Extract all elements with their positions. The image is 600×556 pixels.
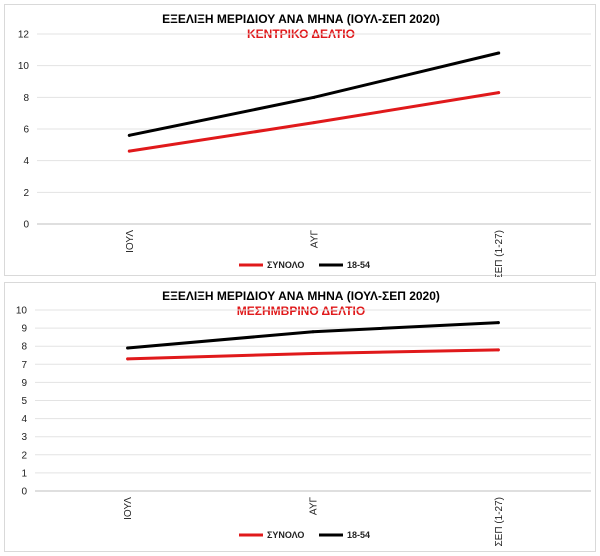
y-tick-label: 5 xyxy=(21,396,27,407)
data-point xyxy=(127,149,131,153)
y-tick-label: 3 xyxy=(21,432,27,443)
data-point xyxy=(496,321,500,325)
y-tick-label: 1 xyxy=(21,468,27,479)
data-point xyxy=(312,121,316,125)
data-point xyxy=(496,348,500,352)
x-tick-label: ΣΕΠ (1-27) xyxy=(494,230,505,277)
data-point xyxy=(312,95,316,99)
y-tick-label: 10 xyxy=(16,306,28,317)
y-tick-label: 4 xyxy=(21,414,27,425)
y-tick-label: 9 xyxy=(21,324,27,335)
y-tick-label: 0 xyxy=(23,220,29,231)
data-point xyxy=(311,351,315,355)
y-tick-label: 8 xyxy=(23,93,29,104)
data-point xyxy=(127,133,131,137)
y-tick-label: 4 xyxy=(23,156,29,167)
legend-label: 18-54 xyxy=(347,530,370,540)
chart-panel-mesimvrino: ΕΞΕΛΙΞΗ ΜΕΡΙΔΙΟΥ ΑΝΑ ΜΗΝΑ (ΙΟΥΛ-ΣΕΠ 2020… xyxy=(4,282,596,552)
data-point xyxy=(497,91,501,95)
data-point xyxy=(126,346,130,350)
x-tick-label: ΣΕΠ (1-27) xyxy=(494,497,505,547)
chart-subtitle: ΜΕΣΗΜΒΡΙΝΟ ΔΕΛΤΙΟ xyxy=(237,304,365,318)
y-tick-label: 8 xyxy=(21,342,27,353)
legend-label: ΣΥΝΟΛΟ xyxy=(267,530,304,540)
y-tick-label: 12 xyxy=(18,30,30,41)
chart-mesimvrino: ΕΞΕΛΙΞΗ ΜΕΡΙΔΙΟΥ ΑΝΑ ΜΗΝΑ (ΙΟΥΛ-ΣΕΠ 2020… xyxy=(16,289,591,547)
y-tick-label: 9 xyxy=(21,378,27,389)
legend-label: 18-54 xyxy=(347,260,370,270)
x-tick-label: ΑΥΓ xyxy=(310,230,321,249)
y-tick-label: 6 xyxy=(23,125,29,136)
x-tick-label: ΙΟΥΛ xyxy=(123,497,134,520)
data-point xyxy=(126,357,130,361)
series-line-18-54 xyxy=(126,321,500,350)
y-tick-label: 10 xyxy=(18,61,30,72)
legend-label: ΣΥΝΟΛΟ xyxy=(267,260,304,270)
x-tick-label: ΑΥΓ xyxy=(309,497,320,516)
chart-title: ΕΞΕΛΙΞΗ ΜΕΡΙΔΙΟΥ ΑΝΑ ΜΗΝΑ (ΙΟΥΛ-ΣΕΠ 2020… xyxy=(162,12,440,26)
y-tick-label: 2 xyxy=(23,188,29,199)
y-tick-label: 2 xyxy=(21,450,27,461)
data-point xyxy=(497,51,501,55)
chart-panel-kentriko: ΕΞΕΛΙΞΗ ΜΕΡΙΔΙΟΥ ΑΝΑ ΜΗΝΑ (ΙΟΥΛ-ΣΕΠ 2020… xyxy=(4,4,596,277)
x-tick-label: ΙΟΥΛ xyxy=(125,230,136,253)
chart-kentriko: ΕΞΕΛΙΞΗ ΜΕΡΙΔΙΟΥ ΑΝΑ ΜΗΝΑ (ΙΟΥΛ-ΣΕΠ 2020… xyxy=(18,12,591,277)
data-point xyxy=(311,330,315,334)
chart-title: ΕΞΕΛΙΞΗ ΜΕΡΙΔΙΟΥ ΑΝΑ ΜΗΝΑ (ΙΟΥΛ-ΣΕΠ 2020… xyxy=(162,289,440,303)
y-tick-label: 0 xyxy=(21,487,27,498)
y-tick-label: 7 xyxy=(21,360,27,371)
